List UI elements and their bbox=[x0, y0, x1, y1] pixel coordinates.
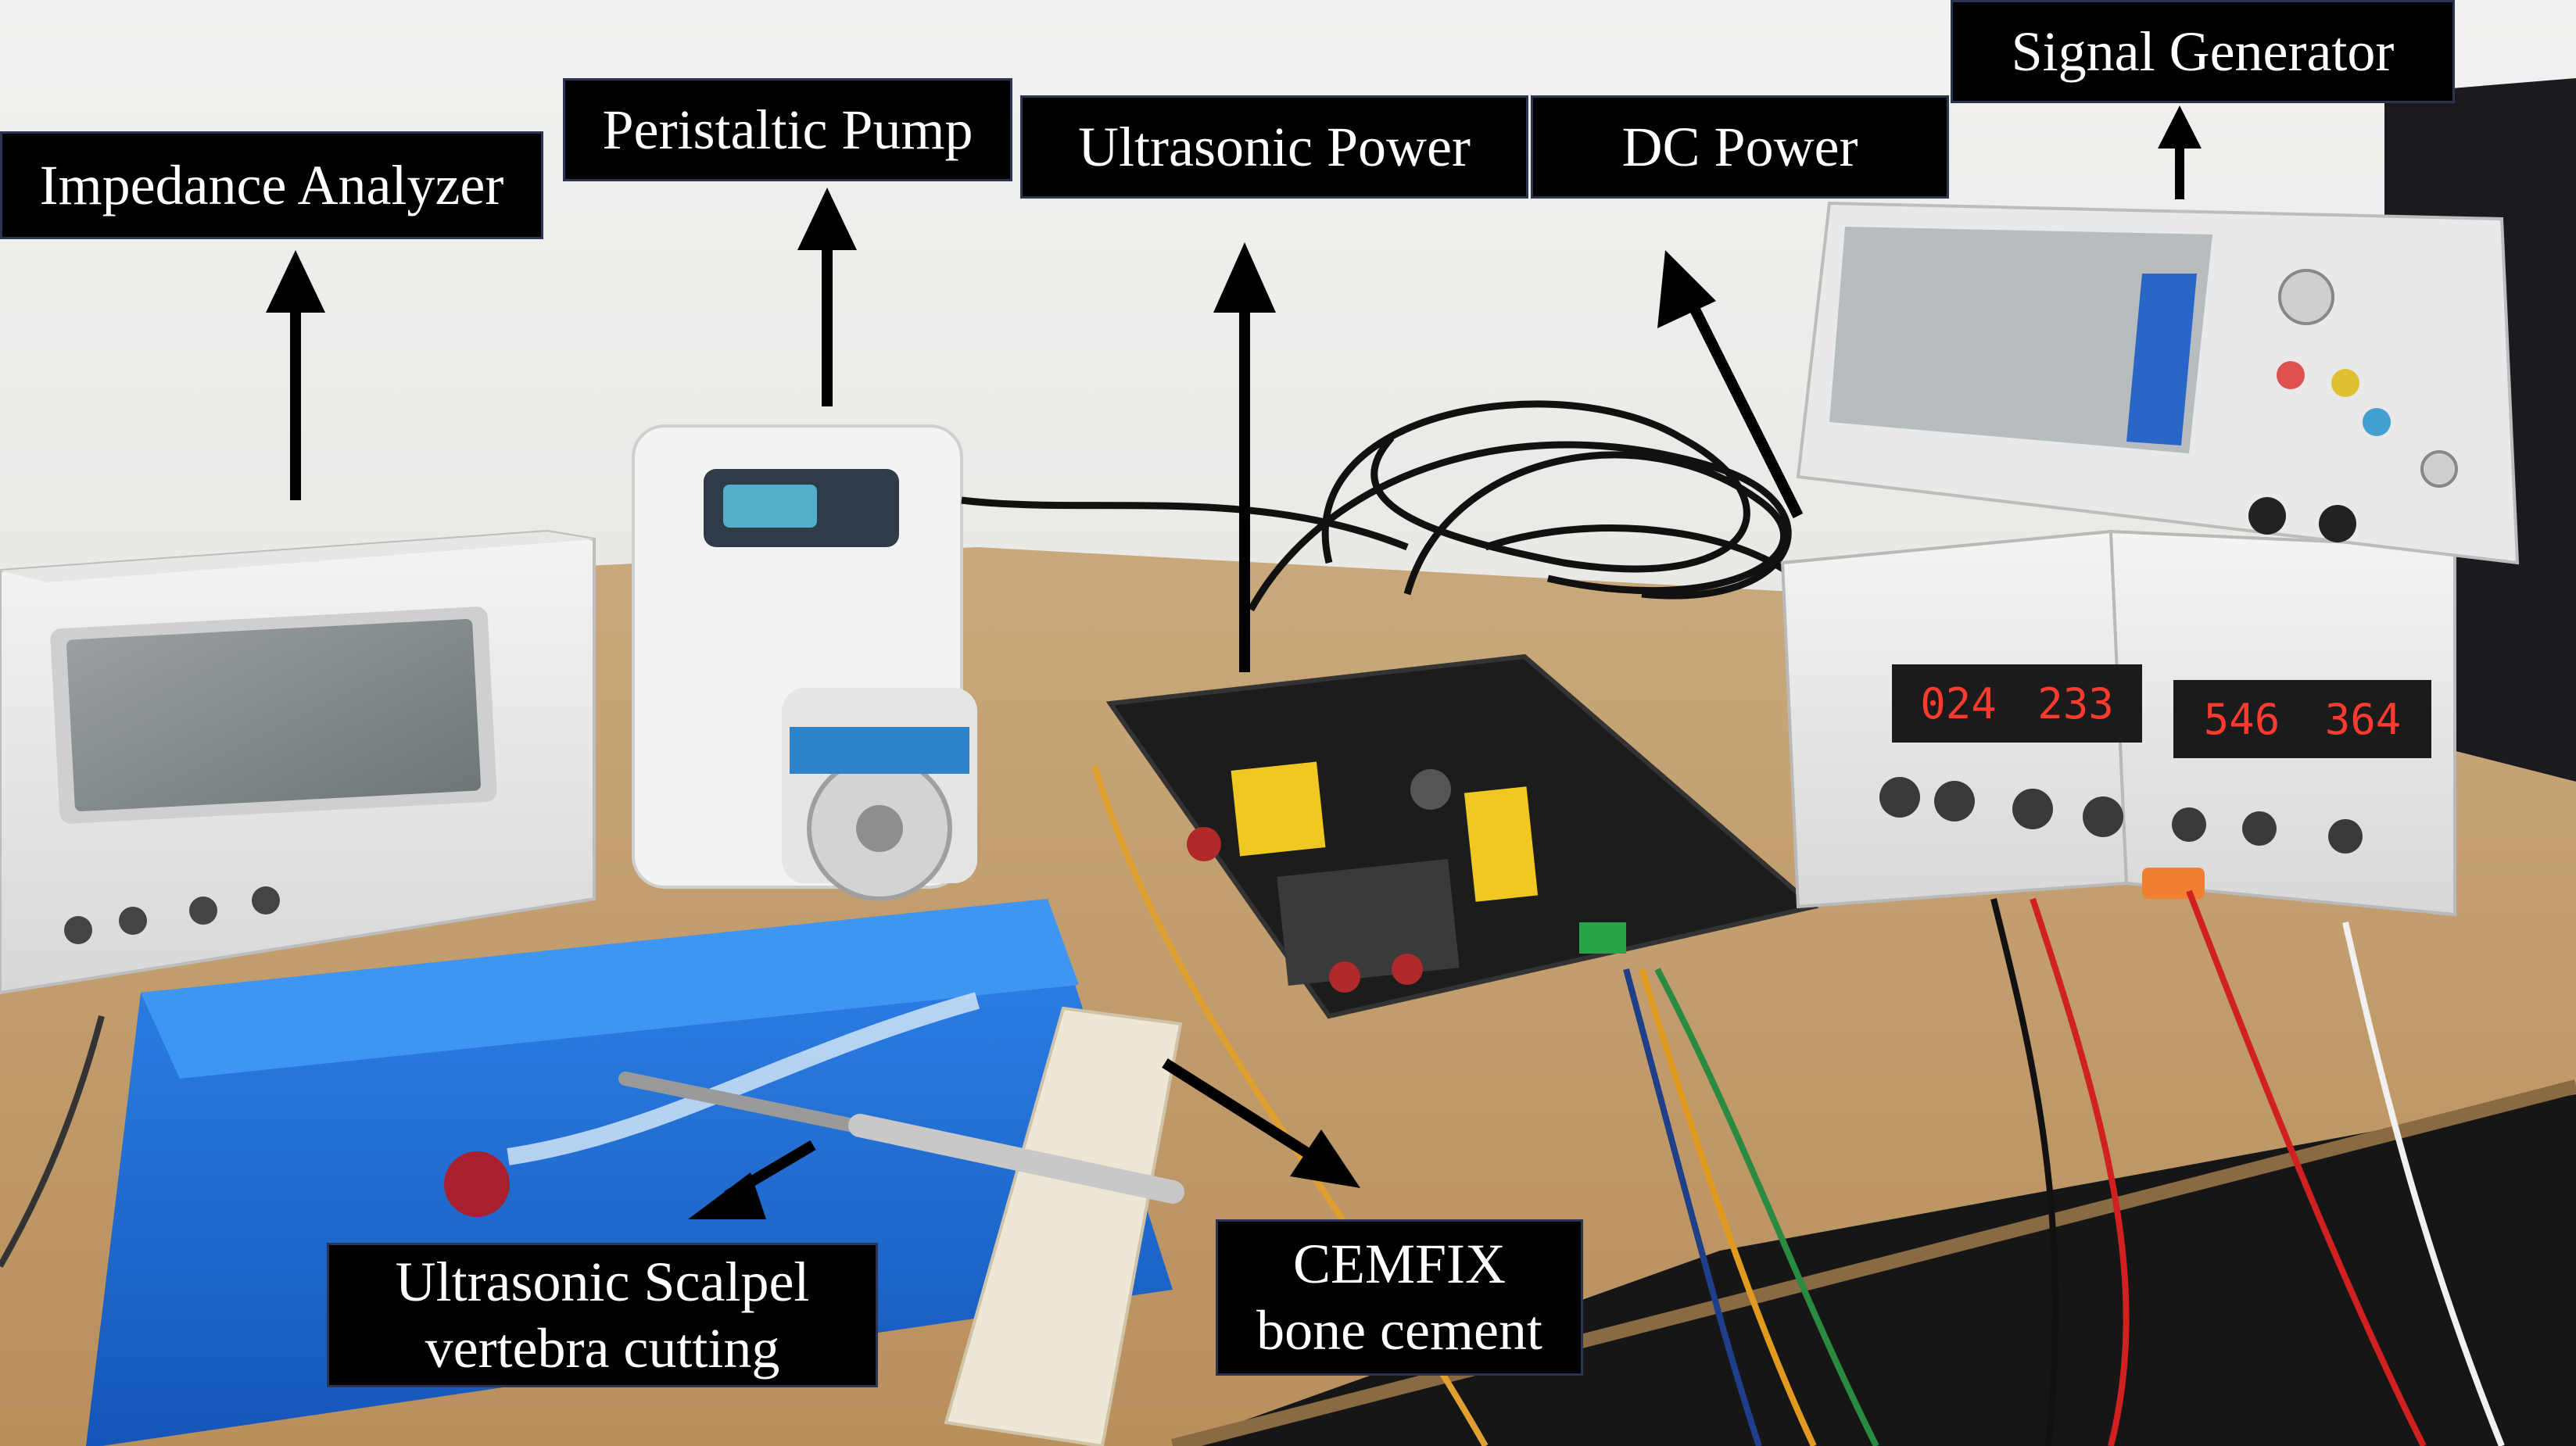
dc-display-right: 546 364 bbox=[2181, 688, 2424, 750]
label-ultrasonic-scalpel-line2: vertebra cutting bbox=[425, 1316, 780, 1380]
arrow-ultrasonic-power bbox=[1213, 242, 1276, 672]
label-ultrasonic-power-text: Ultrasonic Power bbox=[1078, 115, 1471, 178]
label-bone-cement: CEMFIX bone cement bbox=[1216, 1219, 1583, 1376]
label-signal-generator-text: Signal Generator bbox=[2011, 20, 2395, 83]
label-ultrasonic-scalpel-line1: Ultrasonic Scalpel bbox=[395, 1250, 810, 1313]
label-ultrasonic-power: Ultrasonic Power bbox=[1020, 95, 1528, 199]
table-edge bbox=[1170, 1079, 2576, 1446]
arrow-impedance-analyzer bbox=[266, 250, 325, 500]
label-peristaltic-pump: Peristaltic Pump bbox=[563, 78, 1012, 181]
label-bone-cement-line2: bone cement bbox=[1256, 1299, 1542, 1362]
arrow-bone-cement bbox=[1162, 1058, 1360, 1188]
dc-display-left-b: 233 bbox=[2037, 678, 2114, 728]
label-signal-generator: Signal Generator bbox=[1951, 0, 2455, 103]
label-impedance-analyzer: Impedance Analyzer bbox=[0, 131, 543, 239]
arrow-signal-generator bbox=[2158, 106, 2202, 199]
ultrasonic-power-board bbox=[1105, 653, 1819, 1019]
label-impedance-analyzer-text: Impedance Analyzer bbox=[39, 153, 504, 217]
impedance-analyzer-device bbox=[0, 529, 596, 995]
arrow-peristaltic-pump bbox=[797, 188, 857, 406]
dc-display-right-b: 364 bbox=[2324, 694, 2402, 744]
water-tube bbox=[507, 992, 980, 1165]
dc-display-right-a: 546 bbox=[2203, 694, 2280, 744]
peristaltic-pump-device bbox=[632, 424, 977, 901]
arrow-ultrasonic-scalpel bbox=[688, 1140, 816, 1219]
dc-display-left-a: 024 bbox=[1920, 678, 1997, 728]
signal-generator-device bbox=[1796, 201, 2520, 565]
pointer-arrows bbox=[266, 106, 2202, 1219]
bone-cement-block bbox=[944, 1006, 1183, 1446]
arrow-dc-power bbox=[1657, 250, 1804, 519]
dc-power-supplies bbox=[1780, 529, 2456, 917]
dc-display-left: 024 233 bbox=[1900, 672, 2134, 735]
ultrasonic-scalpel bbox=[618, 1072, 1184, 1204]
vertebra-sample bbox=[444, 1151, 510, 1217]
label-dc-power: DC Power bbox=[1531, 95, 1949, 199]
label-bone-cement-line1: CEMFIX bbox=[1292, 1233, 1507, 1296]
cable-bundle bbox=[961, 400, 1817, 612]
label-dc-power-text: DC Power bbox=[1621, 115, 1858, 178]
label-ultrasonic-scalpel: Ultrasonic Scalpel vertebra cutting bbox=[327, 1243, 878, 1387]
label-peristaltic-pump-text: Peristaltic Pump bbox=[602, 98, 973, 161]
